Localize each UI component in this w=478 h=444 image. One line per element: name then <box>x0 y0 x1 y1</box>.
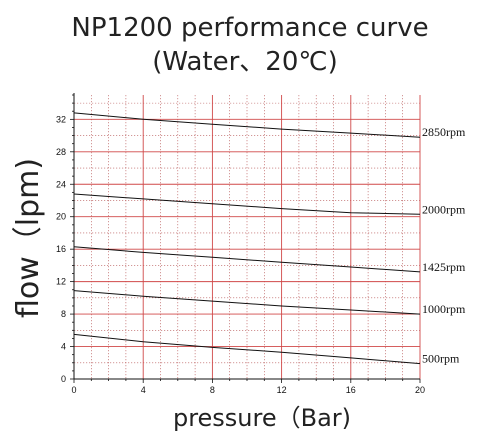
x-tick-label: 0 <box>71 385 76 395</box>
x-tick-label: 16 <box>346 385 356 395</box>
y-tick-label: 4 <box>61 342 66 352</box>
series-labels: 2850rpm 2000rpm 1425rpm 1000rpm 500rpm <box>422 125 466 365</box>
series-lines <box>73 112 421 365</box>
y-tick-label: 0 <box>61 374 66 384</box>
x-tick-label: 8 <box>210 385 215 395</box>
series-label-1000rpm: 1000rpm <box>422 302 466 316</box>
minor-grid <box>74 95 420 379</box>
x-axis-label: pressure（Bar) <box>173 404 351 432</box>
series-line-500rpm <box>73 333 421 365</box>
y-tick-label: 16 <box>56 244 66 254</box>
y-tick-label: 12 <box>56 277 66 287</box>
x-tick-label: 4 <box>141 385 146 395</box>
series-line-1000rpm <box>73 290 421 315</box>
chart-title: NP1200 performance curve <box>71 13 428 43</box>
x-tick-labels: 0 4 8 12 16 20 <box>71 385 425 395</box>
axes <box>70 93 421 383</box>
y-tick-labels: 0 4 8 12 16 20 24 28 32 <box>56 114 66 384</box>
y-tick-label: 28 <box>56 147 66 157</box>
y-tick-label: 8 <box>61 309 66 319</box>
series-label-2850rpm: 2850rpm <box>422 125 466 139</box>
series-line-2000rpm <box>73 193 421 215</box>
x-tick-label: 20 <box>415 385 425 395</box>
series-label-2000rpm: 2000rpm <box>422 202 466 216</box>
x-tick-label: 12 <box>277 385 287 395</box>
y-tick-label: 32 <box>56 114 66 124</box>
series-label-500rpm: 500rpm <box>422 352 460 366</box>
series-line-1425rpm <box>73 246 421 273</box>
y-tick-label: 24 <box>56 179 66 189</box>
major-grid <box>74 95 421 379</box>
series-label-1425rpm: 1425rpm <box>422 260 466 274</box>
y-tick-label: 20 <box>56 212 66 222</box>
chart-subtitle: (Water、20℃) <box>152 47 337 77</box>
series-line-2850rpm <box>73 112 421 138</box>
y-axis-label: flow（lpm) <box>11 158 46 318</box>
